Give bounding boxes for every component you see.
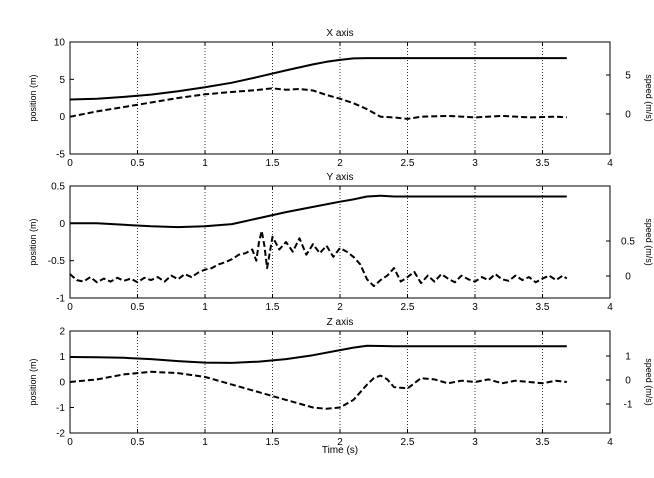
y-tick-label: -1 [56,294,65,305]
y-tick-label: -2 [56,429,65,440]
series-line-solid [69,344,567,364]
y-tick-label: 0 [59,378,65,389]
x-tick-label: 4 [607,158,613,169]
x-tick-label: 1 [202,158,208,169]
axes-frame [69,185,611,299]
series-line-solid [69,57,567,101]
right-y-tick-label: 5 [625,71,631,82]
y-tick-label: 1 [59,352,65,363]
x-tick-label: 2.5 [401,437,415,448]
y-tick-label: 10 [54,38,66,49]
x-tick-label: 4 [607,437,613,448]
x-tick-label: 2 [337,302,343,313]
right-y-tick-label: 0 [625,110,631,121]
y-tick-label: 2 [59,327,65,338]
y-axis-label-left: position (m) [28,218,38,265]
x-tick-label: 3 [472,158,478,169]
x-tick-label: 2 [337,437,343,448]
x-tick-label: 3.5 [536,302,550,313]
y-tick-label: 0 [59,219,65,230]
subplot-title: Y axis [326,172,353,183]
x-tick-label: 1 [202,302,208,313]
series-line-solid [70,194,567,229]
y-tick-label: -5 [56,150,65,161]
y-tick-label: -0.5 [48,256,66,267]
subplot-title: X axis [326,28,353,39]
y-tick-label: 5 [59,75,65,86]
y-axis-label-right: speed (m/s) [644,218,654,266]
x-tick-label: 1.5 [266,158,280,169]
right-y-tick-label: 0 [625,272,631,283]
right-y-tick-label: 0 [625,376,631,387]
x-tick-label: 3 [472,302,478,313]
x-tick-label: 0 [67,437,73,448]
y-axis-label-right: speed (m/s) [644,74,654,122]
x-tick-label: 4 [607,302,613,313]
y-axis-label-left: position (m) [28,74,38,121]
y-tick-label: 0 [59,112,65,123]
x-tick-label: 1.5 [266,302,280,313]
x-tick-label: 0 [67,302,73,313]
x-tick-label: 3.5 [536,437,550,448]
series-line-dashed [69,229,568,288]
x-tick-label: 0.5 [131,158,145,169]
right-y-tick-label: -1 [624,400,633,411]
x-tick-label: 0 [67,158,73,169]
x-tick-label: 0.5 [131,302,145,313]
subplot-3: 0 0.5 1 1.5 2 2.5 3 3.5 4 2 1 0 -1 -2 1 0 -1 Z axis positi… [28,317,654,448]
x-tick-label: 2 [337,158,343,169]
x-tick-label: 3.5 [536,158,550,169]
y-tick-label: 0.5 [51,182,65,193]
subplot-title: Z axis [327,317,354,328]
x-tick-label: 1 [202,437,208,448]
x-tick-label: 1.5 [266,437,280,448]
x-tick-label: 3 [472,437,478,448]
x-tick-label: 2.5 [401,158,415,169]
y-axis-label-right: speed (m/s) [644,358,654,406]
right-y-tick-label: 1 [625,352,631,363]
series-line-dashed [69,370,567,410]
x-tick-label: 0.5 [131,437,145,448]
x-tick-label: 2.5 [401,302,415,313]
y-tick-label: -1 [56,403,65,414]
x-axis-label: Time (s) [322,445,358,456]
y-axis-label-left: position (m) [28,358,38,405]
right-y-tick-label: 0.5 [621,237,635,248]
series-line-dashed [69,87,567,120]
subplot-2: 0 0.5 1 1.5 2 2.5 3 3.5 4 0.5 0 -0.5 -1 0.5 0 Y axis pos… [28,172,654,313]
